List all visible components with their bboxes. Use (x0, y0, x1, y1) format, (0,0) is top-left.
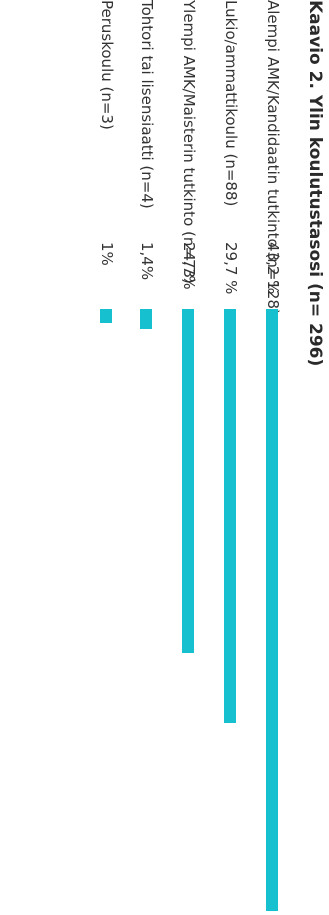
data-label: 29,7 % (222, 242, 240, 295)
data-label: 43,2 % (264, 242, 282, 295)
bar-row: Tohtori tai lisensiaatti (n=4) 1,4% (131, 0, 161, 915)
bar (100, 309, 112, 323)
bar-row: Ylempi AMK/Maisterin tutkinto (n=73) 24,7… (173, 0, 203, 915)
chart-title: Kaavio 2. Ylin koulutustasosi (n= 296) (305, 0, 325, 367)
bar (224, 309, 236, 723)
data-label: 24,7% (180, 242, 198, 290)
bar (266, 309, 278, 911)
bar (140, 309, 152, 329)
data-label: 1% (98, 242, 116, 266)
category-label: Lukio/ammattikoulu (n=88) (222, 0, 240, 207)
category-label: Peruskoulu (n=3) (98, 0, 116, 130)
bar-row: Alempi AMK/Kandidaatin tutkinto (n=128) 4… (257, 0, 287, 915)
bar (182, 309, 194, 653)
category-label: Tohtori tai lisensiaatti (n=4) (138, 0, 156, 209)
bar-row: Lukio/ammattikoulu (n=88) 29,7 % (215, 0, 245, 915)
data-label: 1,4% (138, 242, 156, 281)
bar-row: Peruskoulu (n=3) 1% (91, 0, 121, 915)
